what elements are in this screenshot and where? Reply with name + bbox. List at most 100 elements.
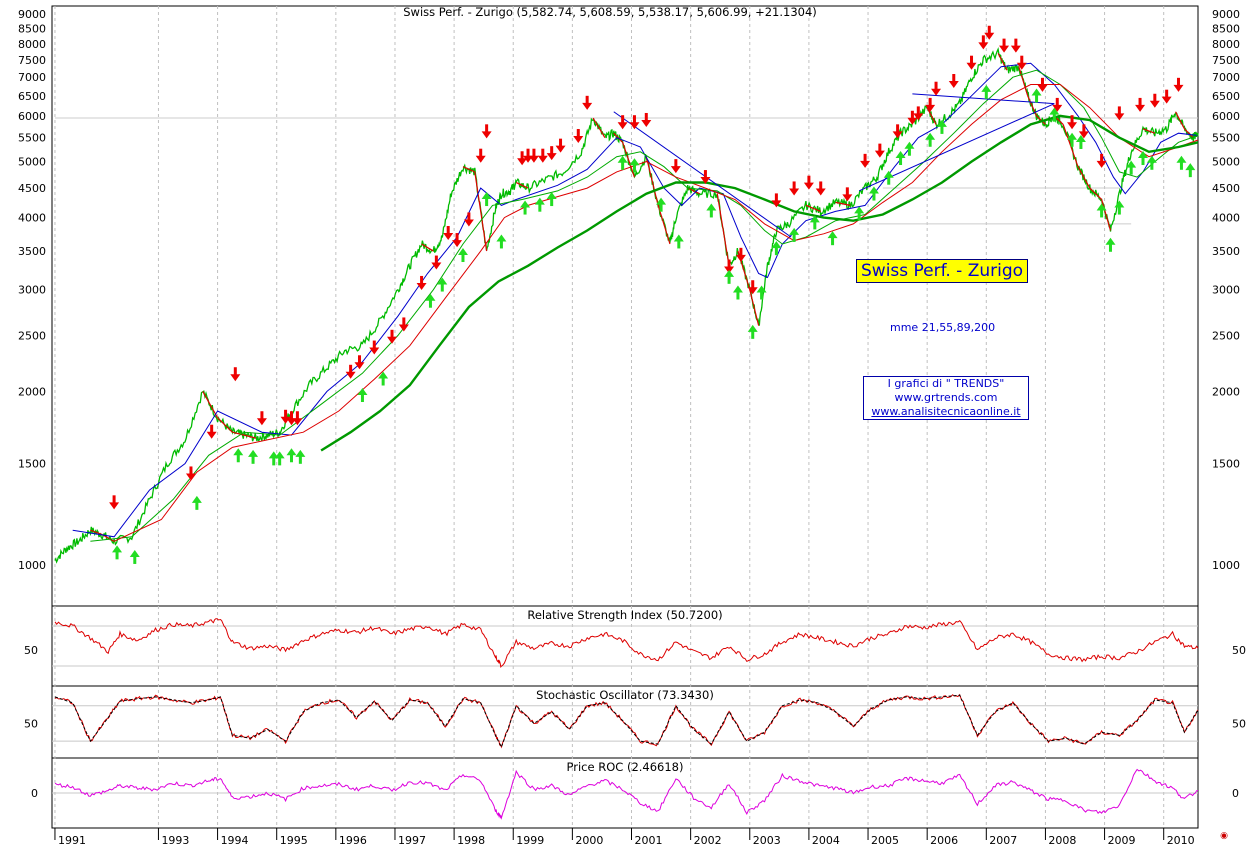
sell-arrow-icon [398,317,409,332]
buy-arrow-icon-head [1138,151,1149,159]
sell-arrow-icon [948,74,959,89]
sell-arrow-icon [1135,97,1146,112]
sell-arrow-icon-shaft [260,411,264,420]
buy-arrow-icon-head [357,388,368,396]
y-tick-label-right: 5500 [1212,132,1240,145]
sell-arrow-icon-shaft [1014,38,1018,47]
price-down-segment [835,201,851,206]
sell-arrow-icon-shaft [727,259,731,268]
sell-arrow-icon-head [966,62,977,70]
sell-arrow-icon-shaft [520,151,524,160]
moving-average-21 [72,62,1199,538]
sell-arrow-icon-head [387,336,398,344]
price-down-segment [1183,128,1194,139]
buy-arrow-icon-shaft [774,247,778,256]
sell-arrow-icon-head [1173,84,1184,92]
buy-arrow-icon [904,141,915,156]
sell-arrow-icon [546,146,557,161]
buy-arrow-icon-shaft [760,291,764,300]
sell-arrow-icon-shaft [934,81,938,90]
sell-arrow-icon [109,495,120,510]
sell-arrow-icon [670,159,681,174]
sell-arrow-icon-shaft [585,95,589,104]
sell-arrow-icon [1078,124,1089,139]
sell-arrow-icon-head [842,194,853,202]
price-down-segment [1036,115,1046,125]
buy-arrow-icon-head [191,495,202,503]
y-tick-label-left: 1500 [18,458,46,471]
sell-arrow-icon [860,153,871,168]
buy-arrow-icon-head [1126,160,1137,168]
sell-arrow-icon [907,110,918,125]
x-tick-label: 2005 [871,834,899,847]
buy-arrow-icon-head [1096,203,1107,211]
y-tick-label-right: 3500 [1212,245,1240,258]
sell-arrow-icon-shaft [751,280,755,289]
sell-arrow-icon-shaft [878,143,882,152]
sell-arrow-icon-head [1096,160,1107,168]
y-tick-label-right: 4000 [1212,212,1240,225]
buy-arrow-icon-head [936,119,947,127]
price-down-segment [90,529,103,536]
y-tick-label-right: 8000 [1212,38,1240,51]
sell-arrow-icon-shaft [1138,97,1142,106]
sell-arrow-icon-head [517,158,528,166]
buy-arrow-icon-head [868,186,879,194]
price-down-segment [1077,166,1091,189]
sell-arrow-icon-shaft [420,275,424,284]
y-tick-label-right: 5000 [1212,156,1240,169]
price-down-segment [474,171,488,252]
price-down-segment [592,117,606,139]
buy-arrow-icon [274,451,285,466]
y-tick-label-left: 3000 [18,284,46,297]
y-tick-label-left: 2500 [18,329,46,342]
buy-arrow-icon-shaft [278,457,282,466]
moving-average-200 [320,114,1199,452]
main-panel-frame [51,5,1199,607]
buy-arrow-icon [809,215,820,230]
buy-arrow-icon [883,170,894,185]
buy-arrow-icon-shaft [659,203,663,212]
price-down-segment [716,193,730,266]
credit-line-3[interactable]: www.analisitecnicaonline.it [871,405,1021,418]
sell-arrow-icon [1052,97,1063,112]
sell-arrow-icon [481,124,492,139]
buy-arrow-icon-head [883,170,894,178]
buy-arrow-icon-shaft [736,291,740,300]
sell-arrow-icon-shaft [1070,115,1074,124]
y-tick-label-left: 7000 [18,71,46,84]
sell-arrow-icon-head [398,324,409,332]
buy-arrow-icon-shaft [907,147,911,156]
sell-arrow-icon-head [555,145,566,153]
sell-arrow-icon-shaft [1153,93,1157,102]
sell-arrow-icon-shaft [896,124,900,133]
sell-arrow-icon-shaft [916,106,920,115]
sell-arrow-icon-shaft [1055,97,1059,106]
sell-arrow-icon-shaft [390,329,394,338]
buy-arrow-icon-shaft [195,501,199,510]
sell-arrow-icon-shaft [349,364,353,373]
sell-arrow-icon-shaft [295,411,299,420]
sell-arrow-icon-head [931,88,942,96]
sell-arrow-icon-shaft [632,115,636,124]
sell-arrow-icon-shaft [1100,153,1104,162]
buy-arrow-icon-shaft [440,283,444,292]
sell-arrow-icon [1096,153,1107,168]
sell-arrow-icon [1016,55,1027,70]
price-down-segment [622,142,636,178]
x-tick-label: 2009 [1108,834,1136,847]
buy-arrow-icon-head [629,158,640,166]
buy-arrow-icon-head [1067,132,1078,140]
sell-arrow-icon-shaft [284,409,288,418]
price-down-segment [1018,66,1029,97]
buy-arrow-icon [827,231,838,246]
sell-arrow-icon-shaft [233,367,237,376]
sell-arrow-icon-head [735,254,746,262]
buy-arrow-icon-shaft [523,206,527,215]
sell-arrow-icon-head [1067,122,1078,130]
sell-arrow-icon [537,148,548,163]
sell-arrow-icon-head [789,188,800,196]
indicator-level-right: 50 [1232,644,1246,657]
sell-arrow-icon [573,129,584,144]
sell-arrow-icon-shaft [987,25,991,34]
